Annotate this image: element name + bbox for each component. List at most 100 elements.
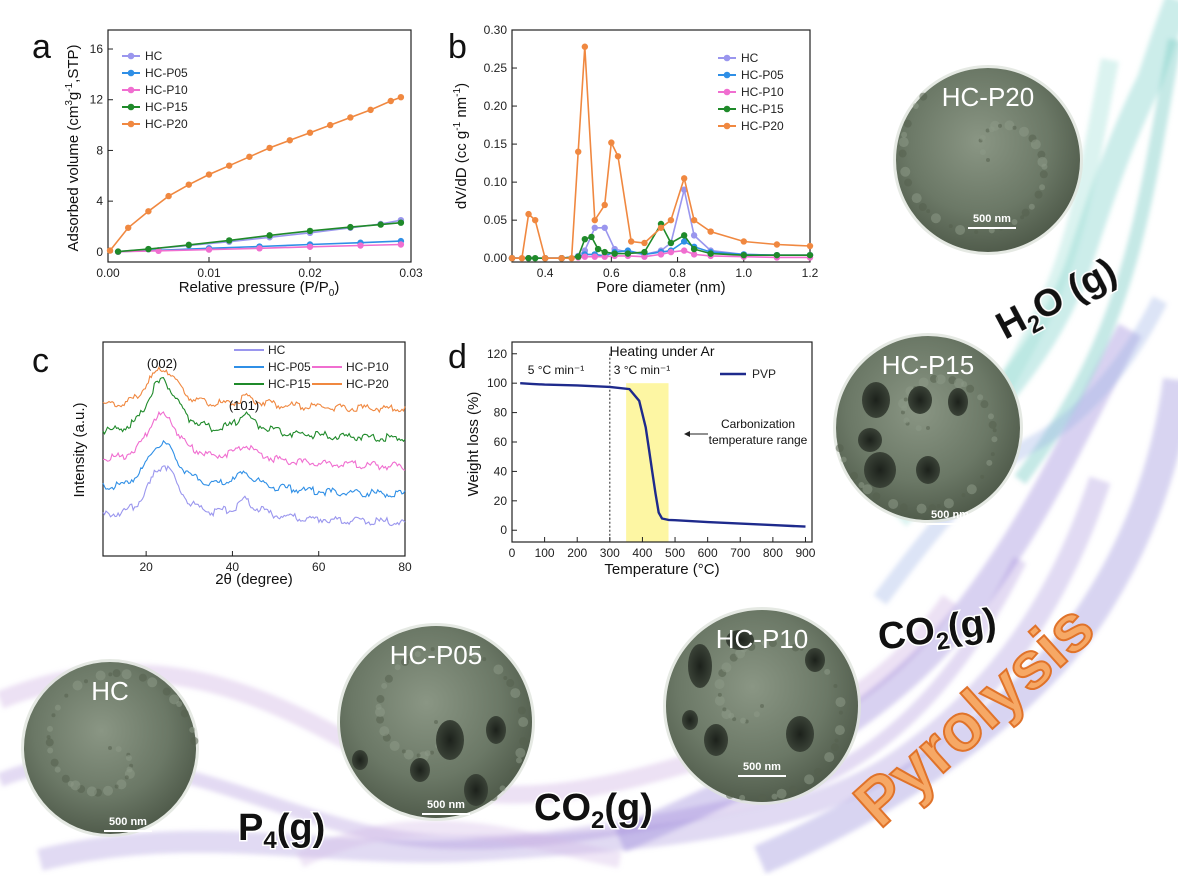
sem-texture	[835, 697, 846, 708]
data-point	[397, 241, 405, 248]
sem-pore	[464, 774, 488, 806]
data-point	[601, 248, 608, 256]
sem-texture	[517, 706, 526, 715]
sem-texture	[903, 397, 908, 402]
data-point	[226, 237, 233, 244]
sem-texture	[758, 793, 767, 802]
y-axis-label-mid: nm	[453, 97, 470, 122]
data-point	[581, 235, 589, 243]
panel-c: 20 40 60 80 HC HC-P05 HC-P10 HC-P15 HC-P20 (002) (…	[32, 341, 412, 588]
panel-d: 0 100 200 300 400 500 600 700 800 900 0 20 40 60 80 100…	[448, 338, 816, 578]
sem-texture	[108, 746, 112, 750]
sem-texture	[138, 673, 147, 682]
sem-texture	[121, 669, 132, 680]
sem-texture	[482, 657, 487, 662]
sem-texture	[721, 662, 732, 673]
y-axis-label-text: Adsorbed volume (cm	[65, 106, 82, 252]
sem-texture	[1039, 184, 1046, 191]
sem-texture	[979, 134, 986, 141]
sem-texture	[169, 694, 180, 705]
x-axis-label-text: Relative pressure (P/P	[179, 279, 329, 296]
annotation-line-2: temperature range	[709, 433, 808, 447]
sem-pore	[352, 750, 368, 770]
data-point	[155, 247, 162, 255]
xrd-trace	[102, 439, 406, 499]
sem-texture	[717, 692, 722, 697]
data-point	[397, 93, 405, 101]
y-tick-label: 0.10	[484, 175, 508, 189]
sem-texture	[162, 687, 171, 696]
data-point	[575, 148, 582, 155]
scale-bar-label: 500 nm	[427, 799, 465, 811]
y-tick-label: 0.20	[484, 99, 508, 113]
x-tick-label: 0.6	[603, 266, 620, 280]
sem-texture	[888, 498, 899, 509]
sem-texture	[384, 674, 393, 683]
scale-bar-label: 500 nm	[973, 213, 1011, 225]
sem-texture	[375, 707, 386, 718]
sem-texture	[401, 749, 406, 754]
data-point	[707, 228, 714, 235]
sem-texture	[990, 452, 995, 457]
data-point	[357, 242, 364, 249]
sem-texture	[376, 715, 385, 724]
y-tick-label: 16	[90, 42, 104, 56]
sem-texture	[1004, 120, 1015, 131]
sem-texture	[493, 664, 504, 675]
sem-texture	[499, 785, 506, 792]
data-point	[286, 137, 293, 144]
data-point	[508, 254, 516, 262]
x-tick-label: 0.03	[399, 266, 423, 280]
data-point	[601, 224, 608, 231]
xrd-trace	[102, 366, 406, 414]
sem-texture	[376, 695, 385, 704]
gas-label-p4: P4(g)	[238, 807, 325, 854]
x-axis-label: Relative pressure (P/P0)	[179, 279, 340, 299]
sem-texture	[961, 493, 966, 498]
gas-label-co2-top: CO2(g)	[875, 601, 999, 664]
sem-texture	[850, 471, 859, 480]
sem-texture	[416, 753, 421, 758]
sem-texture	[977, 394, 984, 401]
data-point	[806, 242, 814, 250]
y-tick-label: 120	[487, 347, 507, 361]
sem-texture	[64, 693, 69, 698]
legend-label: HC	[145, 49, 163, 63]
data-point	[525, 210, 532, 218]
data-point	[246, 153, 253, 160]
sem-texture	[147, 677, 158, 688]
legend-marker	[723, 88, 731, 96]
data-point	[518, 254, 526, 262]
sem-texture	[791, 643, 800, 652]
y-tick-label: 0.00	[484, 251, 508, 265]
sem-texture	[739, 794, 746, 801]
sem-texture	[997, 123, 1002, 128]
data-point	[680, 175, 688, 182]
sem-texture	[116, 779, 127, 790]
sem-texture	[50, 758, 59, 767]
sem-texture	[47, 725, 54, 732]
x-tick-label: 20	[139, 560, 153, 574]
data-point	[205, 171, 213, 178]
sem-texture	[943, 498, 954, 509]
sem-texture	[824, 668, 831, 675]
legend-marker	[723, 54, 731, 62]
data-point	[740, 251, 747, 259]
sem-pore	[704, 724, 728, 756]
y-tick-label: 40	[494, 464, 508, 478]
sem-texture	[103, 785, 114, 796]
sem-texture	[70, 780, 81, 791]
sem-texture	[503, 675, 508, 680]
x-tick-label: 500	[665, 546, 685, 560]
sem-texture	[86, 786, 97, 797]
sem-texture	[980, 474, 985, 479]
sem-texture	[979, 149, 986, 156]
sem-texture	[506, 679, 515, 688]
panel-a: 0.00 0.01 0.02 0.03 0 4 8 12 16 HC HC-P05 HC-P10 HC-…	[32, 28, 423, 299]
data-point	[591, 253, 598, 260]
y-tick-label: 60	[494, 435, 508, 449]
sem-sample-label: HC-P20	[942, 82, 1034, 112]
sem-texture	[991, 436, 998, 443]
y-axis-label: Intensity (a.u.)	[71, 402, 88, 497]
sem-texture	[108, 672, 113, 677]
